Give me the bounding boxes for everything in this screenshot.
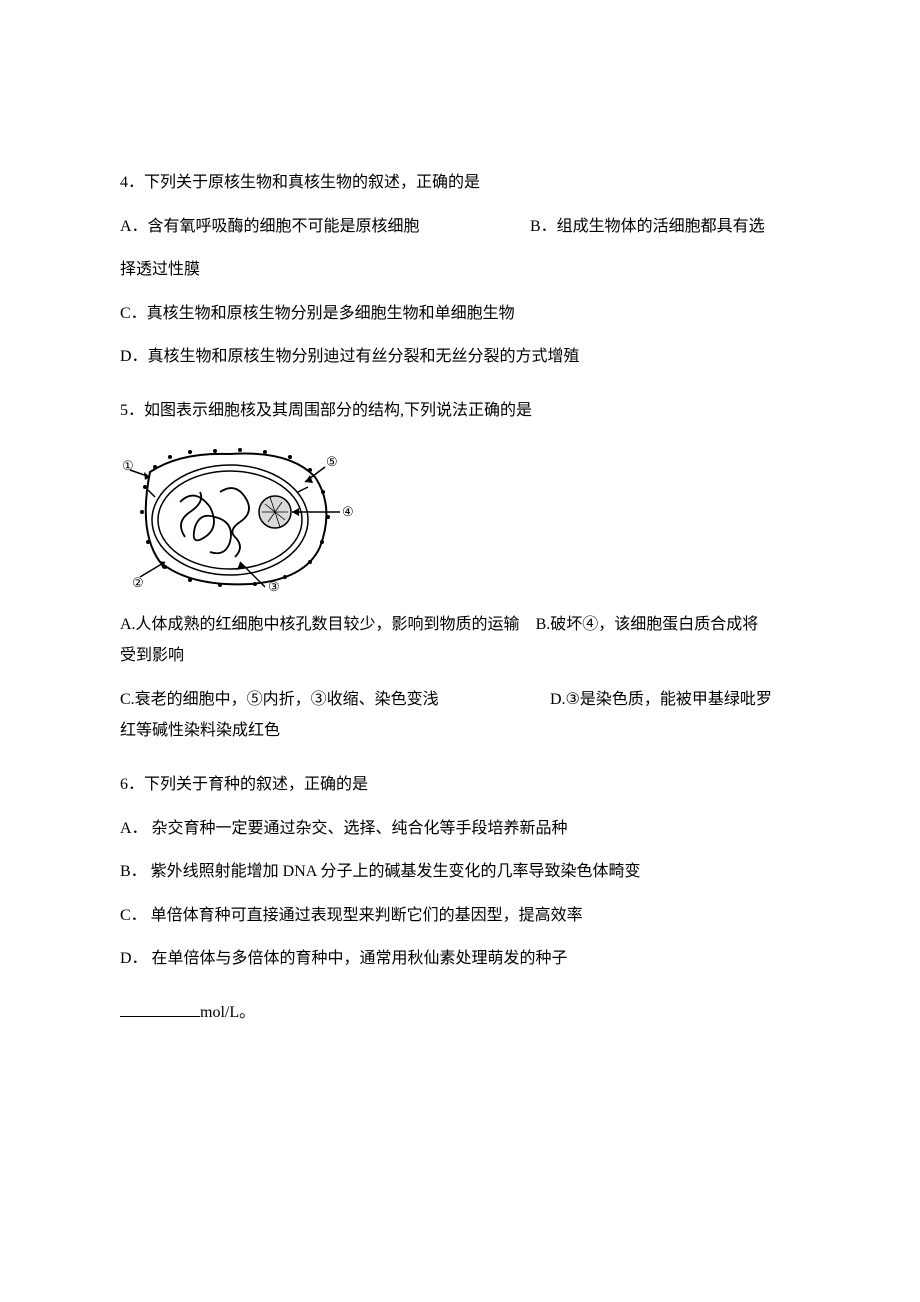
q4-option-d: D．真核生物和原核生物分别迪过有丝分裂和无丝分裂的方式增殖: [120, 344, 800, 370]
q6-stem: 6．下列关于育种的叙述，正确的是: [120, 772, 800, 798]
question-4: 4．下列关于原核生物和真核生物的叙述，正确的是 A．含有氧呼吸酶的细胞不可能是原…: [120, 170, 800, 370]
blank-line: [120, 1016, 200, 1017]
figure-label-4: ④: [342, 504, 354, 519]
q4-stem: 4．下列关于原核生物和真核生物的叙述，正确的是: [120, 170, 800, 196]
q5-stem: 5．如图表示细胞核及其周围部分的结构,下列说法正确的是: [120, 398, 800, 424]
figure-label-2: ②: [132, 575, 144, 590]
q4-option-b-part1: B．组成生物体的活细胞都具有选: [530, 214, 800, 240]
question-5: 5．如图表示细胞核及其周围部分的结构,下列说法正确的是: [120, 398, 800, 744]
q5-option-d-part2: 红等碱性染料染成红色: [120, 718, 800, 744]
q4-option-c: C．真核生物和原核生物分别是多细胞生物和单细胞生物: [120, 301, 800, 327]
q6-option-b: B． 紫外线照射能增加 DNA 分子上的碱基发生变化的几率导致染色体畸变: [120, 859, 800, 885]
q5-option-c: C.衰老的细胞中，⑤内折，③收缩、染色变浅: [120, 687, 550, 713]
q5-figure: ① ② ③ ④ ⑤: [120, 442, 800, 592]
q5-option-d-part1: D.③是染色质，能被甲基绿吡罗: [550, 687, 800, 713]
q5-option-a: A.人体成熟的红细胞中核孔数目较少，影响到物质的运输: [120, 612, 520, 638]
figure-label-1: ①: [122, 458, 134, 473]
q5-option-b-part1: B.破坏④，该细胞蛋白质合成将: [536, 612, 800, 638]
q5-options-row2: C.衰老的细胞中，⑤内折，③收缩、染色变浅 D.③是染色质，能被甲基绿吡罗: [120, 687, 800, 713]
question-6: 6．下列关于育种的叙述，正确的是 A． 杂交育种一定要通过杂交、选择、纯合化等手…: [120, 772, 800, 972]
q5-options-row1: A.人体成熟的红细胞中核孔数目较少，影响到物质的运输 B.破坏④，该细胞蛋白质合…: [120, 612, 800, 638]
q4-option-a: A．含有氧呼吸酶的细胞不可能是原核细胞: [120, 214, 530, 240]
q6-option-a: A． 杂交育种一定要通过杂交、选择、纯合化等手段培养新品种: [120, 816, 800, 842]
q6-option-c: C． 单倍体育种可直接通过表现型来判断它们的基因型，提高效率: [120, 903, 800, 929]
figure-label-5: ⑤: [326, 454, 338, 469]
cell-nucleus-diagram: ① ② ③ ④ ⑤: [120, 442, 355, 592]
unit-text: mol/L。: [200, 1004, 255, 1021]
q4-options-row1: A．含有氧呼吸酶的细胞不可能是原核细胞 B．组成生物体的活细胞都具有选: [120, 214, 800, 240]
q5-option-b-part2: 受到影响: [120, 643, 800, 669]
figure-label-3: ③: [268, 579, 280, 592]
q4-option-b-part2: 择透过性膜: [120, 257, 800, 283]
q6-option-d: D． 在单倍体与多倍体的育种中，通常用秋仙素处理萌发的种子: [120, 946, 800, 972]
trailing-fragment: mol/L。: [120, 1000, 800, 1026]
